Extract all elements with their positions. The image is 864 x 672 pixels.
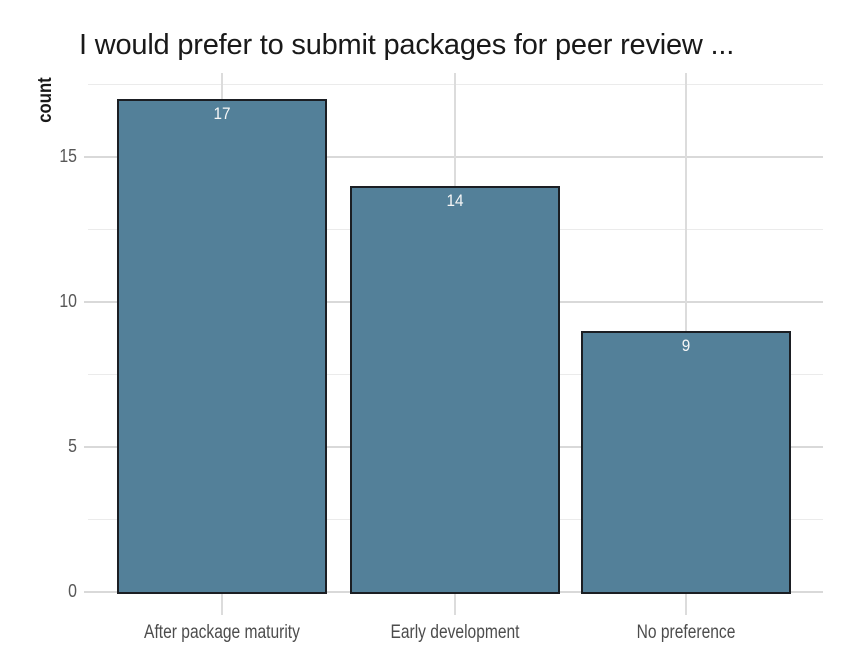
y-tick-label: 10 <box>59 291 77 311</box>
y-tick-label: 0 <box>68 581 77 601</box>
y-tick-label: 15 <box>59 146 77 166</box>
y-axis-title: count <box>35 77 56 123</box>
chart-title: I would prefer to submit packages for pe… <box>79 29 735 61</box>
y-tick-label: 5 <box>68 436 77 456</box>
bar-value-label: 14 <box>446 191 464 210</box>
bar <box>117 99 327 594</box>
x-tick-label: No preference <box>636 622 736 643</box>
bar <box>350 186 560 594</box>
x-tick-label: Early development <box>390 622 520 643</box>
bar-value-label: 17 <box>213 104 231 123</box>
x-tick-label: After package maturity <box>144 622 300 643</box>
bar <box>581 331 791 594</box>
gridline-major <box>84 156 823 158</box>
bar-value-label: 9 <box>681 336 691 355</box>
